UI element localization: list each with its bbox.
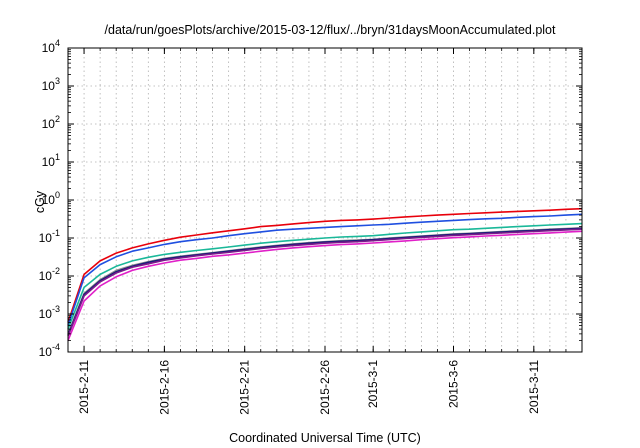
series-line-3 <box>67 222 583 330</box>
series-line-2 <box>67 213 583 326</box>
x-tick-label: 2015-2-21 <box>238 360 252 415</box>
chart-title: /data/run/goesPlots/archive/2015-03-12/f… <box>105 23 556 37</box>
x-tick-label: 2015-3-11 <box>527 360 541 414</box>
series-line-7 <box>67 230 583 341</box>
y-tick-label: 100 <box>42 190 60 207</box>
series-line-5 <box>67 227 583 336</box>
y-tick-label: 102 <box>42 114 60 131</box>
y-tick-label: 104 <box>42 38 60 55</box>
plot-frame <box>67 47 583 353</box>
x-tick-label: 2015-2-11 <box>77 360 91 414</box>
x-tick-label: 2015-3-1 <box>366 360 380 408</box>
series-line-1 <box>67 207 583 323</box>
y-tick-labels: 10-4 10-3 10-2 10-1 100 101 102 103 104 <box>39 38 60 359</box>
x-tick-label: 2015-3-6 <box>447 360 461 408</box>
x-tick-label: 2015-2-16 <box>157 360 171 415</box>
series-group <box>67 207 583 341</box>
y-tick-label: 101 <box>42 152 60 169</box>
series-line-6 <box>67 228 583 337</box>
y-tick-label: 10-3 <box>39 304 60 321</box>
x-tick-labels: 2015-2-11 2015-2-16 2015-2-21 2015-2-26 2015… <box>77 360 541 415</box>
grid <box>68 48 582 352</box>
y-tick-label: 10-2 <box>39 266 60 283</box>
y-axis-label: cGy <box>33 190 47 213</box>
y-tick-label: 10-4 <box>39 342 60 359</box>
x-tick-label: 2015-2-26 <box>318 360 332 415</box>
y-tick-label: 10-1 <box>39 228 60 245</box>
x-axis-label: Coordinated Universal Time (UTC) <box>229 431 421 445</box>
y-tick-label: 103 <box>42 76 60 93</box>
